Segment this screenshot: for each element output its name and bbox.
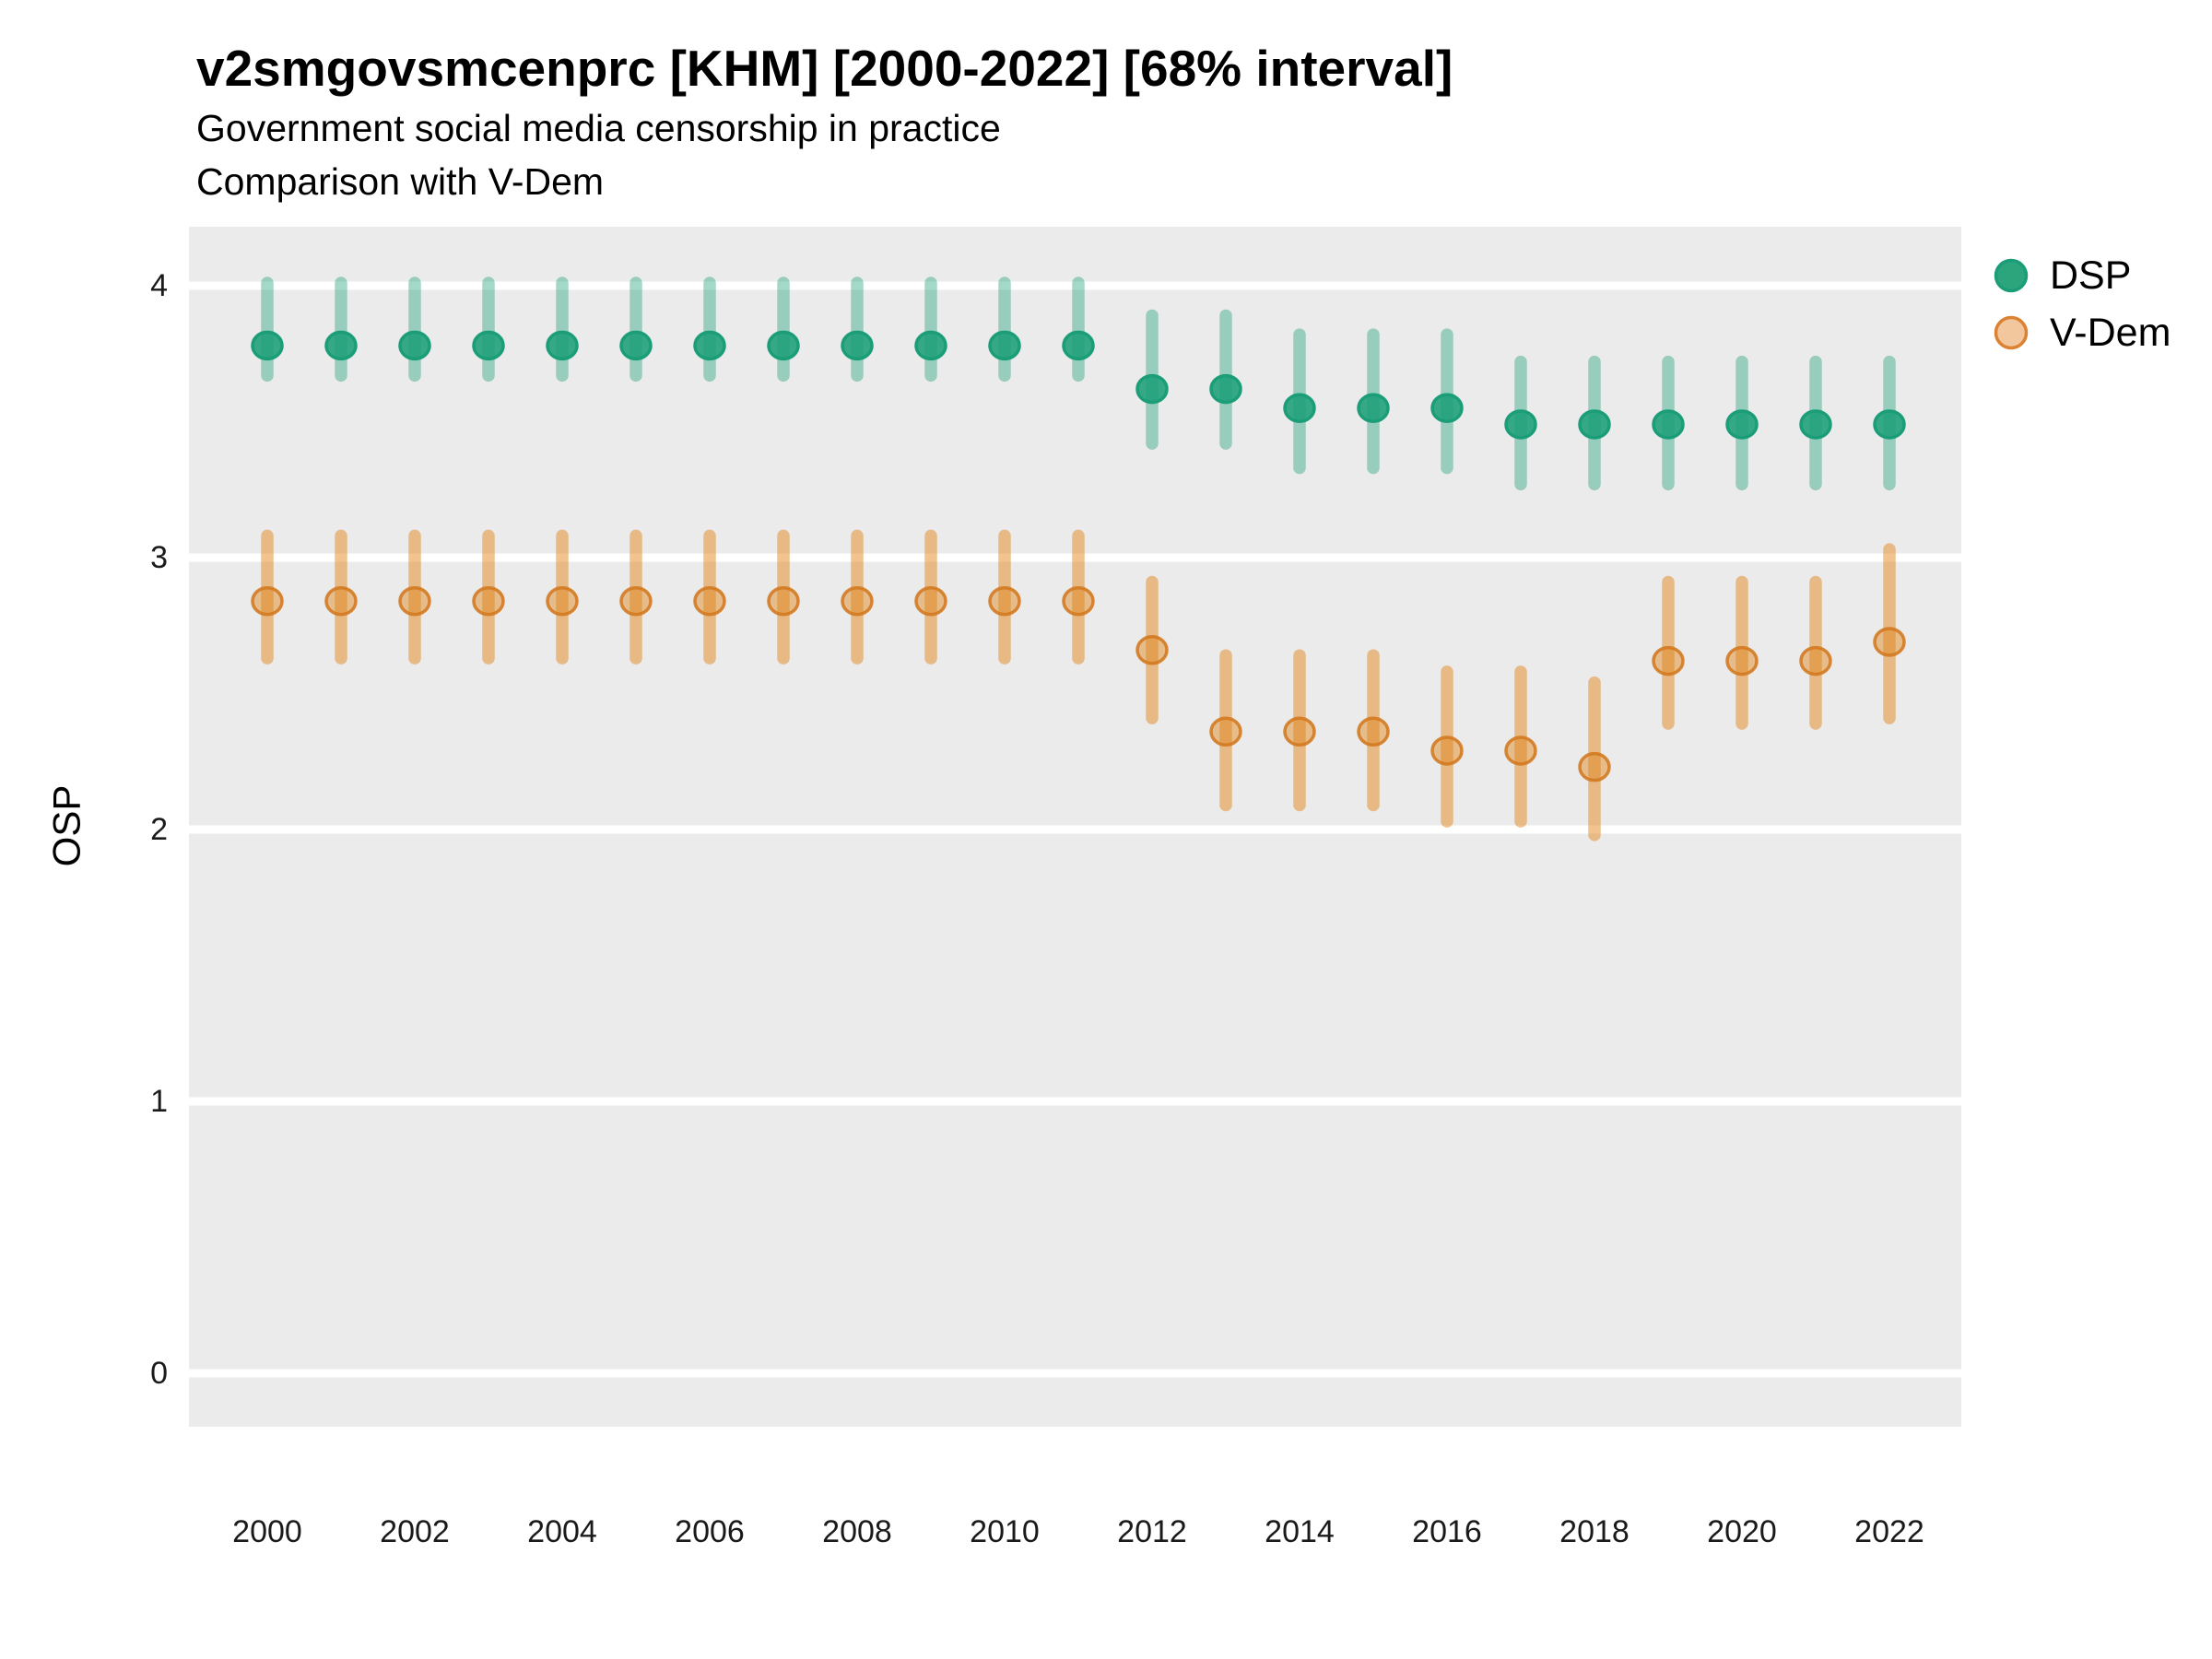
point-DSP-2009: [914, 330, 947, 361]
y-axis-label: OSP: [45, 785, 88, 867]
point-DSP-2005: [619, 330, 653, 361]
y-axis-tick-labels: 0 1 2 3 4: [150, 268, 168, 1391]
point-V-Dem-2020: [1725, 645, 1759, 677]
point-V-Dem-2022: [1873, 627, 1906, 657]
x-tick-2020: 2020: [1707, 1514, 1777, 1549]
x-tick-2008: 2008: [822, 1514, 892, 1549]
point-DSP-2008: [841, 330, 874, 361]
point-V-Dem-2002: [398, 585, 431, 617]
point-V-Dem-2016: [1430, 735, 1464, 766]
x-tick-2002: 2002: [380, 1514, 450, 1549]
chart-subtitle-comparison: Comparison with V-Dem: [196, 160, 604, 203]
point-V-Dem-2005: [619, 585, 653, 617]
point-V-Dem-2021: [1799, 645, 1832, 677]
dsp-legend-marker-icon: [1994, 258, 2029, 293]
point-DSP-2011: [1062, 330, 1095, 361]
data-series: [251, 276, 1906, 841]
point-V-Dem-2019: [1652, 645, 1685, 677]
y-tick-2: 2: [150, 812, 168, 847]
point-V-Dem-2018: [1578, 751, 1611, 782]
y-tick-3: 3: [150, 540, 168, 575]
point-DSP-2001: [324, 330, 358, 361]
point-DSP-2004: [546, 330, 579, 361]
legend-label-vdem: V-Dem: [2050, 311, 2171, 355]
chart-title: v2smgovsmcenprc [KHM] [2000-2022] [68% i…: [196, 40, 1453, 97]
point-DSP-2006: [693, 330, 726, 361]
point-V-Dem-2012: [1135, 635, 1169, 665]
chart-subtitle: Government social media censorship in pr…: [196, 107, 1001, 149]
point-V-Dem-2011: [1062, 585, 1095, 617]
point-DSP-2015: [1357, 393, 1390, 423]
point-V-Dem-2007: [767, 585, 800, 617]
legend-label-dsp: DSP: [2050, 253, 2131, 298]
legend-item-dsp: DSP: [1994, 253, 2131, 298]
legend: DSP V-Dem: [1994, 253, 2171, 355]
point-V-Dem-2004: [546, 585, 579, 617]
point-V-Dem-2015: [1357, 716, 1390, 747]
x-tick-2006: 2006: [675, 1514, 745, 1549]
point-V-Dem-2000: [251, 585, 284, 617]
point-DSP-2021: [1799, 409, 1832, 440]
series-DSP: [251, 276, 1906, 491]
y-tick-4: 4: [150, 268, 168, 303]
x-axis-tick-labels: 2000 2002 2004 2006 2008 2010 2012 2014 2016 2018…: [232, 1514, 1924, 1549]
point-DSP-2002: [398, 330, 431, 361]
point-DSP-2017: [1504, 409, 1537, 440]
point-DSP-2018: [1578, 409, 1611, 440]
x-tick-2010: 2010: [970, 1514, 1040, 1549]
x-tick-2014: 2014: [1265, 1514, 1335, 1549]
point-DSP-2010: [988, 330, 1021, 361]
point-DSP-2019: [1652, 409, 1685, 440]
point-DSP-2014: [1283, 393, 1316, 423]
point-DSP-2012: [1135, 373, 1169, 405]
point-DSP-2003: [472, 330, 505, 361]
x-tick-2000: 2000: [232, 1514, 302, 1549]
x-tick-2004: 2004: [527, 1514, 597, 1549]
point-DSP-2022: [1873, 409, 1906, 440]
x-tick-2016: 2016: [1412, 1514, 1482, 1549]
vdem-legend-marker-icon: [1994, 315, 2029, 350]
x-tick-2012: 2012: [1117, 1514, 1187, 1549]
legend-item-vdem: V-Dem: [1994, 311, 2171, 355]
point-V-Dem-2006: [693, 585, 726, 617]
gridlines: [189, 281, 1961, 1378]
series-V-Dem: [251, 529, 1906, 841]
point-DSP-2000: [251, 330, 284, 361]
point-V-Dem-2003: [472, 585, 505, 617]
point-DSP-2016: [1430, 393, 1464, 423]
point-V-Dem-2017: [1504, 735, 1537, 766]
y-tick-0: 0: [150, 1356, 168, 1391]
x-tick-2018: 2018: [1559, 1514, 1630, 1549]
point-V-Dem-2008: [841, 585, 874, 617]
y-tick-1: 1: [150, 1084, 168, 1119]
x-tick-2022: 2022: [1854, 1514, 1924, 1549]
point-DSP-2013: [1209, 373, 1242, 405]
point-V-Dem-2010: [988, 585, 1021, 617]
point-DSP-2020: [1725, 409, 1759, 440]
point-DSP-2007: [767, 330, 800, 361]
point-V-Dem-2001: [324, 585, 358, 617]
point-V-Dem-2014: [1283, 716, 1316, 747]
point-V-Dem-2009: [914, 585, 947, 617]
point-V-Dem-2013: [1209, 716, 1242, 747]
